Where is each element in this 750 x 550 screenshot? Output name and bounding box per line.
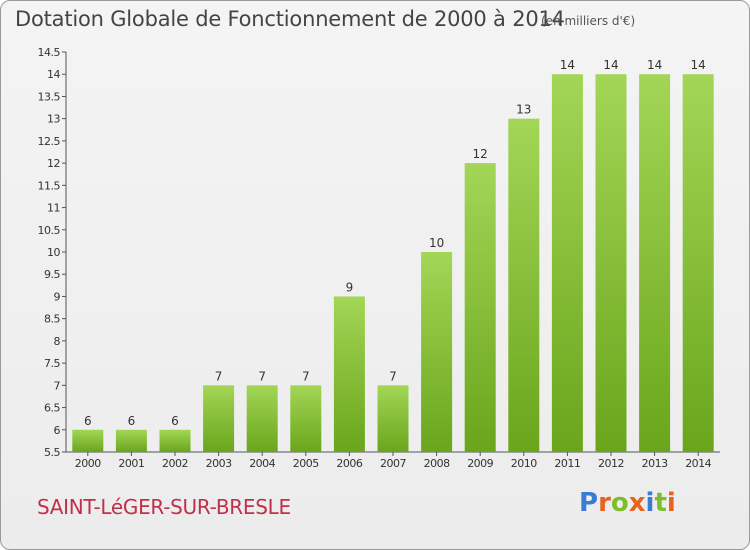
bar [246,385,278,452]
y-tick-label: 11 [47,202,60,215]
x-tick-label: 2002 [162,457,188,470]
bar [595,74,627,452]
x-tick-label: 2010 [511,457,537,470]
x-tick-label: 2001 [118,457,144,470]
y-tick-label: 12.5 [38,135,61,148]
x-tick-label: 2005 [293,457,319,470]
data-label: 14 [647,58,662,72]
bar [159,429,191,452]
y-tick-label: 6 [54,424,61,437]
y-tick-label: 14.5 [38,46,61,59]
x-tick-label: 2009 [467,457,493,470]
data-label: 6 [84,414,92,428]
y-tick-label: 10.5 [38,224,61,237]
data-label: 14 [603,58,618,72]
chart-subtitle: (en milliers d'€) [541,14,636,28]
y-tick-label: 9 [54,290,61,303]
logo-letter: x [628,488,646,518]
bar [333,296,365,452]
logo-letter: o [610,488,629,518]
logo-letter: i [645,488,655,518]
bar [421,252,453,452]
bar [290,385,322,452]
y-tick-label: 6.5 [44,402,60,415]
logo-letter: P [579,488,599,518]
x-tick-label: 2007 [380,457,406,470]
logo-letter: t [654,488,667,518]
proxiti-logo[interactable]: Proxiti [579,488,676,518]
bar [551,74,583,452]
x-tick-label: 2003 [206,457,232,470]
bar [464,163,496,452]
data-label: 7 [258,369,266,383]
bar [682,74,714,452]
bar [508,118,540,453]
x-tick-label: 2004 [249,457,275,470]
y-tick-label: 7 [54,379,61,392]
x-tick-label: 2012 [598,457,624,470]
y-tick-label: 8 [54,335,61,348]
bar [72,429,104,452]
bar [203,385,235,452]
logo-letter: r [598,488,611,518]
y-tick-label: 11.5 [38,179,61,192]
bar [115,429,147,452]
y-tick-label: 14 [47,68,60,81]
y-tick-label: 8.5 [44,313,60,326]
data-label: 6 [128,414,136,428]
commune-name: SAINT-LéGER-SUR-BRESLE [37,495,291,519]
data-label: 10 [429,236,444,250]
y-tick-label: 9.5 [44,268,60,281]
data-label: 7 [215,369,223,383]
y-tick-label: 12 [47,157,60,170]
y-tick-label: 5.5 [44,446,60,459]
x-tick-label: 2008 [424,457,450,470]
data-label: 14 [560,58,575,72]
data-label: 6 [171,414,179,428]
chart-title: Dotation Globale de Fonctionnement de 20… [15,7,565,31]
bar [639,74,671,452]
data-label: 14 [691,58,706,72]
x-tick-label: 2013 [642,457,668,470]
data-label: 9 [346,280,354,294]
y-tick-label: 10 [47,246,60,259]
x-tick-label: 2000 [75,457,101,470]
data-label: 7 [302,369,310,383]
x-tick-label: 2011 [554,457,580,470]
data-label: 12 [473,147,488,161]
data-label: 13 [516,103,531,117]
y-tick-label: 13 [47,113,60,126]
x-tick-label: 2014 [685,457,711,470]
data-label: 7 [389,369,397,383]
y-tick-label: 13.5 [38,90,61,103]
y-tick-label: 7.5 [44,357,60,370]
x-tick-label: 2006 [336,457,362,470]
logo-letter: i [666,488,676,518]
bar [377,385,409,452]
